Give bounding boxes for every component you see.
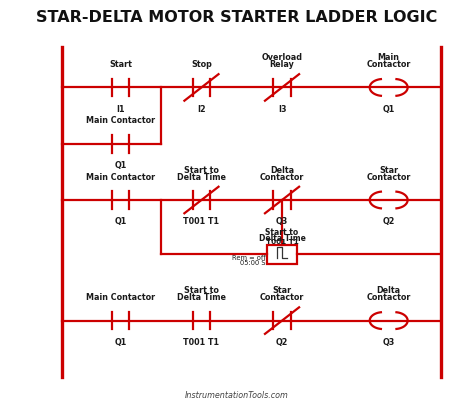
Text: Start to: Start to [184,166,219,174]
Text: Start: Start [109,60,132,69]
Text: Q3: Q3 [276,217,288,225]
Text: Delta Time: Delta Time [177,172,226,181]
Text: T001 T1: T001 T1 [183,217,219,225]
Text: Q2: Q2 [276,337,288,346]
Text: T001 T1: T001 T1 [265,238,299,244]
Text: Main: Main [378,53,400,62]
Text: I1: I1 [117,104,125,113]
Text: T001 T1: T001 T1 [183,337,219,346]
Text: InstrumentationTools.com: InstrumentationTools.com [185,390,289,399]
Text: Contactor: Contactor [260,172,304,181]
Text: Delta Time: Delta Time [259,234,305,243]
Text: Delta: Delta [270,166,294,174]
Text: Contactor: Contactor [366,60,411,69]
Text: Star: Star [379,166,398,174]
Text: Main Contactor: Main Contactor [86,116,155,125]
Text: Star: Star [273,286,292,295]
Text: Relay: Relay [270,60,294,69]
Text: Q2: Q2 [383,217,395,225]
Text: Stop: Stop [191,60,212,69]
Text: Delta: Delta [377,286,401,295]
Text: 05:00 S: 05:00 S [240,260,266,265]
Text: Contactor: Contactor [366,172,411,181]
Text: Contactor: Contactor [366,293,411,302]
Text: Main Contactor: Main Contactor [86,293,155,302]
Bar [267,245,297,264]
Text: Q1: Q1 [115,337,127,346]
Text: Q1: Q1 [383,104,395,113]
Text: STAR-DELTA MOTOR STARTER LADDER LOGIC: STAR-DELTA MOTOR STARTER LADDER LOGIC [36,10,438,25]
Text: Q3: Q3 [383,337,395,346]
Text: Q1: Q1 [115,160,127,169]
Text: Main Contactor: Main Contactor [86,172,155,181]
Text: Start to: Start to [184,286,219,295]
Text: Contactor: Contactor [260,293,304,302]
Text: Start to: Start to [265,227,299,236]
Text: Rem = off: Rem = off [232,254,266,260]
Text: Q1: Q1 [115,217,127,225]
Text: I2: I2 [197,104,206,113]
Text: I3: I3 [278,104,286,113]
Text: Overload: Overload [262,53,302,62]
Text: Delta Time: Delta Time [177,293,226,302]
